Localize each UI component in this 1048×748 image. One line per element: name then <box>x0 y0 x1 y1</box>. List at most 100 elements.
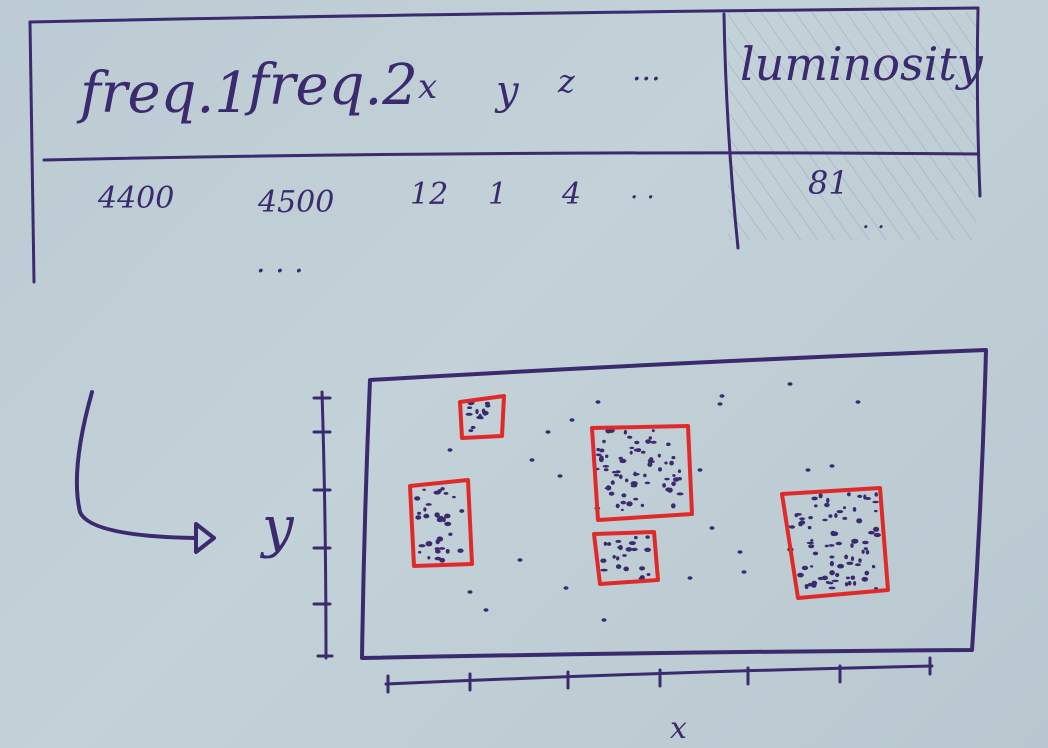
scatter-point <box>467 590 473 594</box>
scatter-point <box>858 558 862 563</box>
scatter-point <box>445 548 450 554</box>
scatter-point <box>644 481 651 485</box>
scatter-point <box>741 570 747 574</box>
scatter-point <box>817 576 824 581</box>
scatter-point <box>612 555 616 559</box>
scatter-point <box>861 576 869 582</box>
scatter-point <box>595 400 601 404</box>
scatter-point <box>872 500 879 504</box>
scatter-point <box>805 468 811 472</box>
scatter-point <box>563 586 569 590</box>
scatter-point <box>417 511 422 515</box>
scatter-point <box>828 544 835 547</box>
scatter-point <box>850 556 855 562</box>
scatter-point <box>603 541 608 546</box>
scatter-point <box>826 497 830 503</box>
scatter-point <box>824 544 829 548</box>
scatter-point <box>857 494 863 498</box>
header-z: z <box>557 62 576 100</box>
scatter-point <box>645 535 650 539</box>
scatter-point <box>529 458 535 462</box>
header-freq1: freq.1 <box>76 61 250 126</box>
scatter-point <box>648 436 652 440</box>
scatter-point <box>794 513 799 518</box>
scatter-point <box>475 408 479 415</box>
scatter-point <box>615 564 622 569</box>
scatter-point <box>415 515 422 520</box>
y-axis <box>320 390 328 660</box>
scatter-point <box>677 469 682 474</box>
scatter-point <box>608 491 615 496</box>
scatter-point <box>788 525 794 528</box>
scatter-point <box>808 516 813 520</box>
luminosity-separator <box>722 12 740 250</box>
scatter-point <box>439 557 446 563</box>
scatter-point <box>697 468 703 472</box>
scatter-point <box>667 487 673 493</box>
scatter-point <box>436 536 444 542</box>
scatter-point <box>828 586 836 590</box>
scatter-point <box>596 447 600 452</box>
scatter-point <box>457 548 464 553</box>
header-luminosity: luminosity <box>740 37 984 91</box>
scatter-point <box>835 572 840 578</box>
scatter-point <box>630 484 638 488</box>
scatter-point <box>874 492 878 497</box>
scatter-point <box>871 564 876 569</box>
scatter-point <box>616 556 620 561</box>
scatter-point <box>434 512 440 518</box>
header-ellipsis: ... <box>632 53 661 88</box>
scatter-point <box>842 516 848 520</box>
scatter-point <box>852 507 857 512</box>
cluster-box-1 <box>458 394 506 440</box>
scatter-point <box>605 454 609 459</box>
header-y: y <box>494 68 520 114</box>
scatter-point <box>651 429 655 433</box>
scatter-point <box>595 453 602 457</box>
scatter-point <box>634 440 640 445</box>
scatter-point <box>620 508 624 512</box>
scatter-point <box>605 485 612 491</box>
scatter-point <box>824 502 830 508</box>
cell-luminosity: 81 <box>808 164 849 202</box>
scatter-point <box>650 440 657 444</box>
scatter-point <box>470 425 476 430</box>
scatter-point <box>640 450 646 454</box>
scatter-point <box>630 481 638 487</box>
scatter-point <box>613 473 620 477</box>
scatter-point <box>620 500 627 505</box>
scatter-point <box>811 496 818 501</box>
scatter-point <box>836 510 844 514</box>
scatter-point <box>438 547 446 550</box>
scatter-point <box>599 448 605 453</box>
scatter-point <box>842 506 847 510</box>
scatter-point <box>850 543 854 548</box>
scatter-point <box>425 541 433 547</box>
scatter-point <box>804 583 809 590</box>
scatter-point <box>644 547 651 552</box>
scatter-point <box>599 455 604 461</box>
scatter-point <box>633 497 639 501</box>
scatter-point <box>719 394 725 398</box>
scatter-point <box>865 550 870 555</box>
scatter-point <box>602 465 610 468</box>
x-axis-label: x <box>670 711 687 746</box>
scatter-point <box>847 580 852 586</box>
scatter-point <box>672 474 676 477</box>
scatter-point <box>615 503 620 509</box>
arrow-head-icon <box>194 522 216 554</box>
scatter-point <box>717 402 723 406</box>
scatter-point <box>444 521 452 527</box>
scatter-point <box>669 460 674 466</box>
cluster-highlights <box>408 394 890 600</box>
scatter-point <box>811 580 818 586</box>
scatter-point <box>615 539 622 543</box>
scatter-point <box>709 526 715 530</box>
header-freq2: freq.2 <box>244 53 418 118</box>
scatter-point <box>801 565 809 571</box>
scatter-point <box>557 474 563 478</box>
scatter-point <box>648 460 655 464</box>
scatter-point <box>622 554 627 557</box>
scatter-point <box>646 573 651 576</box>
